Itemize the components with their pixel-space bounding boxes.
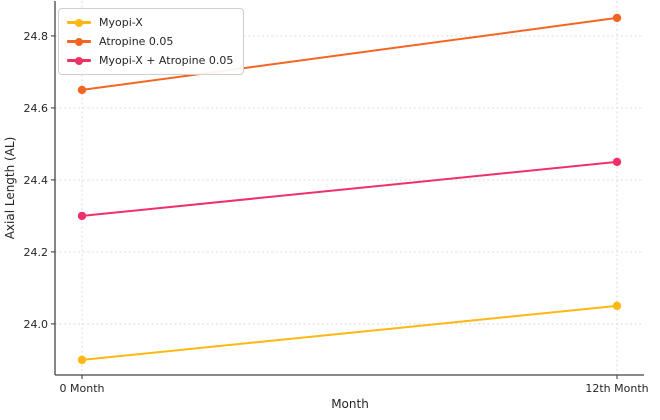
legend-dot-icon <box>75 18 83 27</box>
data-point-marker <box>77 85 87 95</box>
data-point-marker <box>77 211 87 221</box>
data-point-marker <box>612 301 622 311</box>
y-tick-label: 24.6 <box>24 102 49 115</box>
series-line <box>81 304 618 361</box>
x-tick-label: 12th Month <box>585 382 648 395</box>
data-point-marker <box>77 355 87 365</box>
legend-dot-icon <box>75 56 83 65</box>
y-tick-label: 24.2 <box>24 246 49 259</box>
legend-item: Atropine 0.05 <box>67 34 233 49</box>
legend-marker-icon <box>67 37 91 46</box>
legend-label: Atropine 0.05 <box>99 35 174 48</box>
legend-label: Myopi-X + Atropine 0.05 <box>99 54 234 67</box>
data-point-marker <box>612 157 622 167</box>
y-tick-label: 24.8 <box>24 30 49 43</box>
y-tick-label: 24.4 <box>24 174 49 187</box>
x-axis-title: Month <box>331 397 369 411</box>
x-tick-label: 0 Month <box>60 382 105 395</box>
y-tick-label: 24.0 <box>24 318 49 331</box>
series-line <box>81 16 618 91</box>
legend-marker-icon <box>67 56 91 65</box>
legend-marker-icon <box>67 18 91 27</box>
legend-item: Myopi-X + Atropine 0.05 <box>67 53 233 68</box>
chart-legend: Myopi-X Atropine 0.05 Myopi-X + Atropine 0… <box>58 8 245 75</box>
legend-dot-icon <box>75 37 83 46</box>
legend-item: Myopi-X <box>67 15 233 30</box>
series-line <box>81 160 618 217</box>
y-axis-title: Axial Length (AL) <box>3 136 17 240</box>
legend-label: Myopi-X <box>99 16 143 29</box>
data-point-marker <box>612 13 622 23</box>
